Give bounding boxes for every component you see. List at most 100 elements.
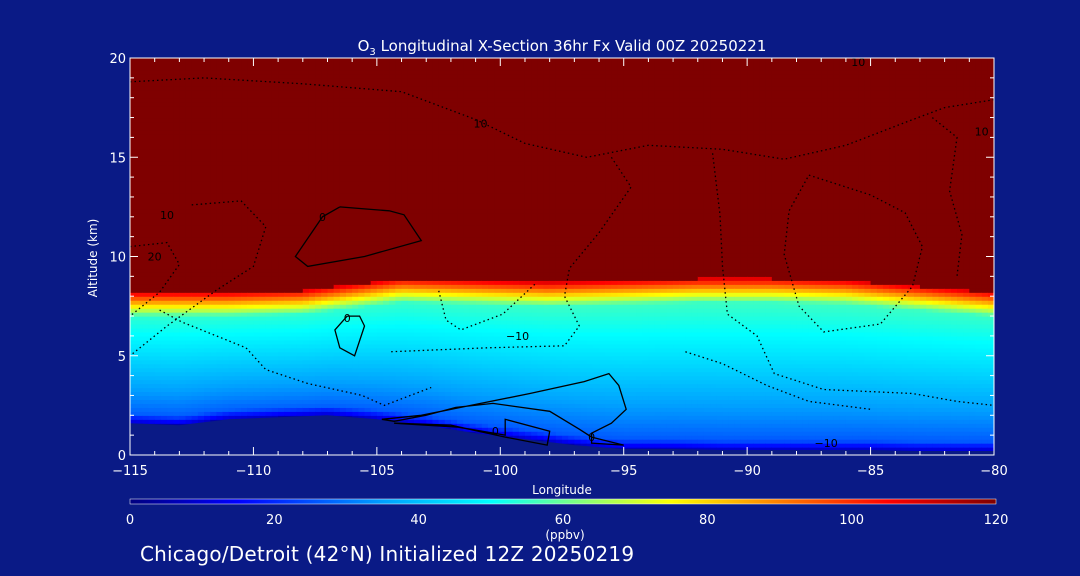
- ozone-cell: [290, 312, 298, 317]
- ozone-cell: [413, 240, 421, 246]
- ozone-cell: [308, 300, 316, 305]
- ozone-cell: [210, 65, 217, 71]
- ozone-cell: [247, 280, 255, 285]
- ozone-cell: [333, 129, 341, 135]
- ozone-cell: [173, 181, 180, 186]
- ozone-cell: [364, 101, 372, 107]
- ozone-cell: [154, 105, 162, 111]
- ozone-cell: [222, 89, 230, 95]
- ozone-cell: [241, 161, 248, 166]
- ozone-cell: [191, 85, 199, 91]
- ozone-cell: [321, 153, 329, 158]
- ozone-cell: [278, 292, 285, 297]
- ozone-cell: [333, 137, 341, 142]
- ozone-cell: [265, 272, 273, 277]
- ozone-cell: [383, 109, 390, 115]
- ozone-cell: [247, 228, 255, 234]
- ozone-cell: [222, 415, 230, 420]
- ozone-cell: [185, 284, 193, 289]
- ozone-cell: [339, 272, 347, 277]
- ozone-cell: [407, 379, 415, 385]
- ozone-cell: [290, 89, 298, 95]
- ozone-cell: [210, 129, 217, 135]
- ozone-cell: [407, 97, 415, 103]
- ozone-cell: [154, 192, 162, 198]
- ozone-cell: [179, 276, 187, 281]
- ozone-cell: [142, 93, 150, 99]
- ozone-cell: [407, 157, 415, 162]
- ozone-cell: [191, 288, 199, 293]
- ozone-cell: [339, 379, 347, 385]
- ozone-cell: [179, 260, 187, 266]
- ozone-cell: [271, 327, 279, 333]
- ozone-cell: [426, 359, 433, 365]
- ozone-cell: [426, 77, 433, 83]
- ozone-cell: [191, 272, 199, 277]
- ozone-cell: [247, 181, 255, 186]
- ozone-cell: [216, 236, 224, 242]
- ozone-cell: [142, 65, 150, 71]
- ozone-cell: [413, 323, 421, 329]
- ozone-cell: [290, 383, 298, 389]
- ozone-cell: [271, 173, 279, 178]
- ozone-cell: [302, 157, 310, 162]
- ozone-cell: [383, 375, 390, 381]
- ozone-cell: [413, 280, 421, 285]
- ozone-cell: [376, 181, 384, 186]
- ozone-cell: [376, 97, 384, 103]
- ozone-cell: [284, 69, 292, 75]
- ozone-cell: [370, 292, 378, 297]
- ozone-cell: [413, 268, 421, 273]
- ozone-cell: [197, 173, 205, 178]
- ozone-cell: [432, 379, 440, 385]
- ozone-cell: [222, 145, 230, 150]
- ozone-cell: [210, 407, 217, 412]
- ozone-cell: [376, 228, 384, 234]
- ozone-cell: [383, 268, 390, 273]
- ozone-cell: [383, 236, 390, 242]
- ozone-cell: [197, 359, 205, 365]
- ozone-cell: [302, 149, 310, 154]
- ozone-cell: [333, 371, 341, 377]
- ozone-cell: [265, 65, 273, 71]
- ozone-cell: [321, 312, 329, 317]
- ozone-cell: [216, 343, 224, 349]
- ozone-cell: [247, 331, 255, 337]
- ozone-cell: [413, 367, 421, 373]
- ozone-cell: [346, 93, 353, 99]
- ozone-cell: [271, 304, 279, 309]
- ozone-cell: [216, 355, 224, 361]
- ozone-cell: [383, 125, 390, 131]
- ozone-cell: [290, 77, 298, 83]
- ozone-cell: [185, 323, 193, 329]
- ozone-cell: [204, 363, 211, 369]
- ozone-cell: [308, 264, 316, 270]
- ozone-cell: [370, 395, 378, 401]
- ozone-cell: [173, 288, 180, 293]
- ozone-cell: [222, 185, 230, 190]
- ozone-cell: [185, 77, 193, 83]
- ozone-cell: [210, 256, 217, 262]
- ozone-cell: [167, 161, 174, 166]
- ozone-cell: [216, 129, 224, 135]
- ozone-cell: [401, 89, 409, 95]
- ozone-cell: [210, 173, 217, 178]
- ozone-cell: [302, 292, 310, 297]
- ozone-cell: [389, 288, 396, 293]
- ozone-cell: [265, 121, 273, 127]
- ozone-cell: [364, 196, 372, 202]
- ozone-cell: [296, 85, 304, 91]
- ozone-cell: [432, 351, 440, 357]
- ozone-cell: [278, 363, 285, 369]
- ozone-cell: [413, 81, 421, 87]
- ozone-cell: [154, 81, 162, 87]
- ozone-cell: [197, 383, 205, 389]
- ozone-cell: [241, 415, 248, 420]
- ozone-cell: [346, 169, 353, 174]
- ozone-cell: [204, 371, 211, 377]
- ozone-cell: [407, 363, 415, 369]
- ozone-cell: [278, 359, 285, 365]
- ozone-cell: [253, 181, 261, 186]
- ozone-cell: [265, 165, 273, 170]
- ozone-cell: [401, 308, 409, 313]
